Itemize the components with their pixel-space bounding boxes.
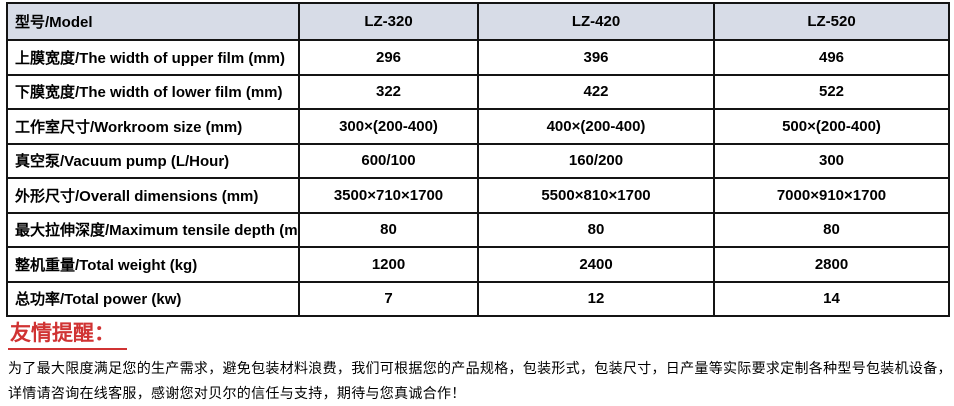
- cell-weight-lz320: 1200: [298, 246, 479, 283]
- row-label-max-tensile-depth: 最大拉伸深度/Maximum tensile depth (mm): [6, 211, 300, 248]
- row-label-total-power: 总功率/Total power (kw): [6, 280, 300, 317]
- cell-weight-lz420: 2400: [477, 246, 715, 283]
- cell-power-lz420: 12: [477, 280, 715, 317]
- table-row: 工作室尺寸/Workroom size (mm) 300×(200-400) 4…: [6, 108, 950, 145]
- cell-dimensions-lz520: 7000×910×1700: [713, 177, 950, 214]
- cell-lower-film-lz420: 422: [477, 73, 715, 110]
- cell-tensile-lz320: 80: [298, 211, 479, 248]
- row-label-vacuum-pump: 真空泵/Vacuum pump (L/Hour): [6, 142, 300, 179]
- cell-vacuum-lz420: 160/200: [477, 142, 715, 179]
- row-label-upper-film-width: 上膜宽度/The width of upper film (mm): [6, 39, 300, 76]
- table-row: 整机重量/Total weight (kg) 1200 2400 2800: [6, 246, 950, 283]
- spec-table: 型号/Model LZ-320 LZ-420 LZ-520 上膜宽度/The w…: [6, 2, 950, 317]
- cell-dimensions-lz320: 3500×710×1700: [298, 177, 479, 214]
- row-label-total-weight: 整机重量/Total weight (kg): [6, 246, 300, 283]
- cell-lower-film-lz520: 522: [713, 73, 950, 110]
- header-model-lz420: LZ-420: [477, 2, 715, 41]
- table-row: 下膜宽度/The width of lower film (mm) 322 42…: [6, 73, 950, 110]
- notice-line-1: 为了最大限度满足您的生产需求，避免包装材料浪费，我们可根据您的产品规格，包装形式…: [8, 360, 952, 377]
- cell-workroom-lz520: 500×(200-400): [713, 108, 950, 145]
- cell-workroom-lz320: 300×(200-400): [298, 108, 479, 145]
- table-row: 最大拉伸深度/Maximum tensile depth (mm) 80 80 …: [6, 211, 950, 248]
- cell-workroom-lz420: 400×(200-400): [477, 108, 715, 145]
- table-row: 真空泵/Vacuum pump (L/Hour) 600/100 160/200…: [6, 142, 950, 179]
- notice-title: 友情提醒：: [8, 320, 127, 351]
- cell-tensile-lz520: 80: [713, 211, 950, 248]
- cell-weight-lz520: 2800: [713, 246, 950, 283]
- cell-upper-film-lz520: 496: [713, 39, 950, 76]
- notice-line-2: 详情请咨询在线客服，感谢您对贝尔的信任与支持，期待与您真诚合作！: [8, 385, 466, 402]
- cell-power-lz320: 7: [298, 280, 479, 317]
- table-row: 总功率/Total power (kw) 7 12 14: [6, 280, 950, 317]
- cell-dimensions-lz420: 5500×810×1700: [477, 177, 715, 214]
- row-label-lower-film-width: 下膜宽度/The width of lower film (mm): [6, 73, 300, 110]
- cell-upper-film-lz320: 296: [298, 39, 479, 76]
- row-label-overall-dimensions: 外形尺寸/Overall dimensions (mm): [6, 177, 300, 214]
- friendly-reminder-section: 友情提醒： 为了最大限度满足您的生产需求，避免包装材料浪费，我们可根据您的产品规…: [8, 320, 952, 406]
- cell-vacuum-lz320: 600/100: [298, 142, 479, 179]
- cell-tensile-lz420: 80: [477, 211, 715, 248]
- notice-body: 为了最大限度满足您的生产需求，避免包装材料浪费，我们可根据您的产品规格，包装形式…: [8, 356, 952, 406]
- cell-lower-film-lz320: 322: [298, 73, 479, 110]
- table-header-row: 型号/Model LZ-320 LZ-420 LZ-520: [6, 2, 950, 41]
- row-label-workroom-size: 工作室尺寸/Workroom size (mm): [6, 108, 300, 145]
- cell-vacuum-lz520: 300: [713, 142, 950, 179]
- header-model-label: 型号/Model: [6, 2, 300, 41]
- table-row: 外形尺寸/Overall dimensions (mm) 3500×710×17…: [6, 177, 950, 214]
- table-row: 上膜宽度/The width of upper film (mm) 296 39…: [6, 39, 950, 76]
- header-model-lz520: LZ-520: [713, 2, 950, 41]
- cell-power-lz520: 14: [713, 280, 950, 317]
- cell-upper-film-lz420: 396: [477, 39, 715, 76]
- header-model-lz320: LZ-320: [298, 2, 479, 41]
